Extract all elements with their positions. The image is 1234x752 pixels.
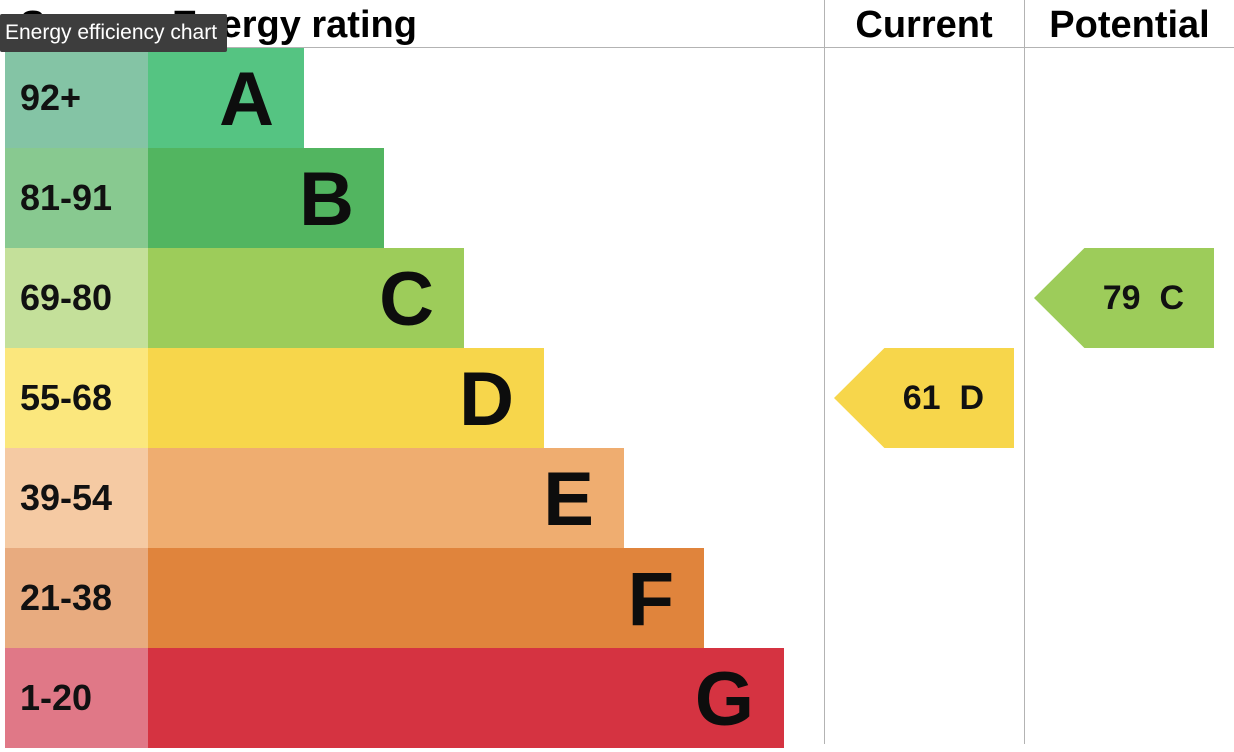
band-letter-g: G [694, 657, 754, 742]
band-score-b: 81-91 [5, 148, 148, 248]
potential-rating-label: 79 C [1102, 279, 1184, 317]
band-bar-a: A [148, 48, 304, 148]
tooltip: Energy efficiency chart [0, 14, 228, 52]
band-score-e: 39-54 [5, 448, 148, 548]
band-bar-b: B [148, 148, 384, 248]
band-bar-g: G [148, 648, 784, 748]
header-potential: Potential [1049, 4, 1210, 46]
header-current: Current [855, 4, 993, 46]
current-rating-label: 61 D [902, 379, 984, 417]
band-bar-e: E [148, 448, 624, 548]
band-bar-d: D [148, 348, 544, 448]
current-rating-arrow: 61 D [834, 348, 1014, 448]
potential-column-divider [1024, 0, 1025, 744]
band-letter-c: C [379, 257, 434, 342]
band-letter-f: F [627, 557, 674, 642]
band-score-c: 69-80 [5, 248, 148, 348]
band-score-d: 55-68 [5, 348, 148, 448]
band-score-g: 1-20 [5, 648, 148, 748]
header-divider [0, 47, 1234, 48]
potential-rating-arrow: 79 C [1034, 248, 1214, 348]
current-column-divider [824, 0, 825, 744]
band-letter-a: A [219, 57, 274, 142]
band-bar-f: F [148, 548, 704, 648]
band-letter-e: E [543, 457, 594, 542]
band-score-a: 92+ [5, 48, 148, 148]
band-bar-c: C [148, 248, 464, 348]
header-energy-rating: Energy rating [172, 4, 417, 46]
band-score-f: 21-38 [5, 548, 148, 648]
band-letter-b: B [299, 157, 354, 242]
band-letter-d: D [459, 357, 514, 442]
